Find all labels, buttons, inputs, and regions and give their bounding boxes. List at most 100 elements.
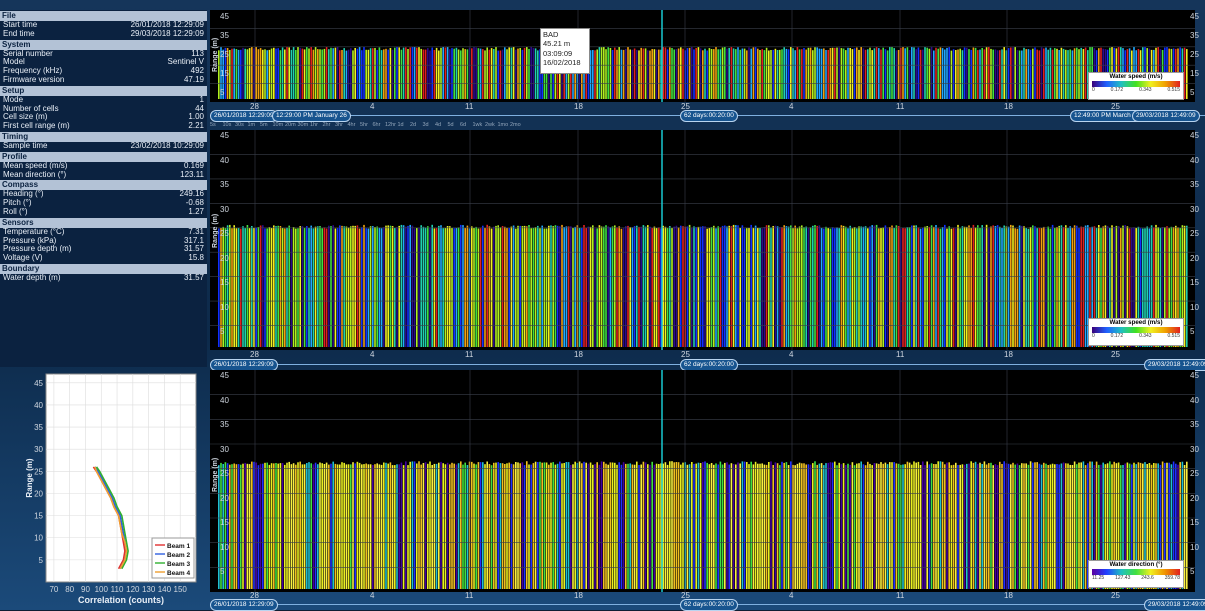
- overview-plot-area[interactable]: Range (m): [210, 10, 1195, 102]
- zoom-option[interactable]: 2d: [410, 122, 417, 128]
- profile-stripe: [1073, 225, 1076, 347]
- profile-stripe: [752, 47, 755, 99]
- zoom-presets[interactable]: 5s 10s 30s 1m 5m 10m 20m 30m 1hr 2hr 3hr 4hr 5hr 6hr 1…: [210, 122, 770, 131]
- zoom-option[interactable]: 4d: [435, 122, 442, 128]
- profile-stripe: [1014, 228, 1016, 347]
- profile-stripe: [748, 227, 750, 347]
- zoom-option[interactable]: 1hr: [310, 122, 318, 128]
- profile-stripe: [226, 463, 229, 589]
- profile-stripe: [1003, 461, 1005, 589]
- profile-stripe: [330, 47, 332, 99]
- info-value: 1.00: [188, 112, 204, 122]
- water-speed-chart[interactable]: Range (m): [210, 130, 1195, 350]
- zoom-option[interactable]: 20m: [285, 122, 296, 128]
- profile-stripe: [1139, 228, 1142, 347]
- profile-stripe: [944, 224, 946, 347]
- info-row: First cell range (m) 2.21: [0, 121, 207, 131]
- zoom-option[interactable]: 10s: [222, 122, 232, 128]
- profile-stripe: [836, 227, 838, 347]
- profile-stripe: [292, 463, 295, 589]
- profile-stripe: [1170, 464, 1173, 589]
- profile-stripe: [818, 225, 821, 347]
- selection-span[interactable]: 62 days:00:20:00: [680, 110, 738, 122]
- x-tick-label: 28: [250, 350, 259, 359]
- zoom-option[interactable]: 4hr: [347, 122, 356, 128]
- profile-stripe: [803, 463, 805, 589]
- profile-stripe: [636, 225, 638, 347]
- profile-stripe: [455, 47, 458, 99]
- profile-stripe: [622, 462, 625, 589]
- profile-stripe: [526, 46, 528, 99]
- profile-stripe: [1102, 226, 1104, 347]
- profile-stripe: [765, 47, 768, 99]
- profile-stripe: [1054, 228, 1056, 347]
- profile-stripe: [444, 47, 447, 99]
- zoom-option[interactable]: 1mo: [497, 122, 509, 128]
- zoom-option[interactable]: 3d: [422, 122, 429, 128]
- nav-start-date[interactable]: 26/01/2018 12:29:09: [210, 110, 278, 122]
- zoom-option[interactable]: 5d: [447, 122, 454, 128]
- profile-stripe: [561, 224, 563, 347]
- zoom-option[interactable]: 30m: [297, 122, 309, 128]
- selection-start-handle[interactable]: 12:29:00 PM January 26: [272, 110, 351, 122]
- profile-stripe: [477, 228, 480, 347]
- water-direction-chart[interactable]: Range (m): [210, 370, 1195, 592]
- profile-stripe: [464, 49, 466, 99]
- zoom-option[interactable]: 1wk: [472, 122, 483, 128]
- selection-span[interactable]: 62 days:00:20:00: [680, 599, 738, 611]
- profile-stripe: [310, 463, 312, 589]
- profile-stripe: [251, 46, 253, 99]
- profile-stripe: [1078, 49, 1080, 99]
- profile-stripe: [1164, 227, 1166, 347]
- timeline-navigator[interactable]: 26/01/2018 12:29:09 12:29:00 PM January …: [210, 110, 1205, 122]
- profile-stripe: [550, 462, 552, 589]
- timeline-navigator[interactable]: 26/01/2018 12:29:09 62 days:00:20:00 29/…: [210, 599, 1205, 611]
- nav-end-date[interactable]: 29/03/2018 12:49:09: [1132, 110, 1200, 122]
- profile-stripe: [306, 226, 308, 347]
- direction-plot-area[interactable]: Range (m): [210, 370, 1195, 592]
- profile-stripe: [785, 462, 788, 589]
- nav-start-date[interactable]: 26/01/2018 12:29:09: [210, 599, 278, 611]
- profile-stripe: [1054, 464, 1056, 589]
- profile-stripe: [1126, 462, 1129, 589]
- overview-speed-chart[interactable]: Range (m): [210, 10, 1195, 102]
- profile-stripe: [301, 48, 304, 99]
- profile-stripe: [508, 227, 510, 347]
- profile-stripe: [1084, 47, 1087, 99]
- zoom-option[interactable]: 2hr: [322, 122, 331, 128]
- zoom-option[interactable]: 5m: [260, 122, 268, 128]
- x-axis-title: Correlation (counts): [78, 595, 164, 605]
- profile-stripe: [671, 461, 673, 589]
- zoom-option[interactable]: 5s: [210, 122, 216, 128]
- profile-stripe: [1021, 225, 1023, 347]
- profile-stripe: [915, 462, 917, 589]
- profile-stripe: [702, 50, 704, 99]
- nav-end-date[interactable]: 29/03/2018 12:49:09: [1144, 599, 1205, 611]
- zoom-option[interactable]: 1m: [247, 122, 256, 128]
- zoom-option[interactable]: 6hr: [372, 122, 381, 128]
- profile-stripe: [1027, 464, 1030, 589]
- profile-stripe: [1032, 48, 1034, 99]
- zoom-option[interactable]: 6d: [460, 122, 467, 128]
- zoom-option[interactable]: 1d: [397, 122, 404, 128]
- profile-stripe: [776, 463, 779, 589]
- info-row: Pressure depth (m) 31.57: [0, 245, 207, 254]
- profile-stripe: [814, 47, 816, 99]
- profile-stripe: [451, 462, 453, 589]
- zoom-option[interactable]: 2mo: [510, 122, 521, 128]
- zoom-option[interactable]: 10m: [272, 122, 284, 128]
- zoom-option[interactable]: 3hr: [335, 122, 343, 128]
- zoom-option[interactable]: 30s: [235, 122, 244, 128]
- info-row: Pressure (kPa) 317.1: [0, 236, 207, 246]
- profile-stripe: [1117, 226, 1120, 347]
- y-tick-label: 25: [34, 467, 43, 476]
- profile-stripe: [1186, 225, 1188, 347]
- profile-stripe: [862, 226, 865, 347]
- zoom-option[interactable]: 5hr: [360, 122, 368, 128]
- timeline-navigator[interactable]: 26/01/2018 12:29:09 62 days:00:20:00 29/…: [210, 359, 1205, 371]
- zoom-option[interactable]: 2wk: [485, 122, 495, 128]
- zoom-option[interactable]: 12hr: [385, 122, 397, 128]
- profile-stripe: [497, 225, 499, 347]
- speed-plot-area[interactable]: Range (m): [210, 130, 1195, 350]
- profile-stripe: [519, 48, 521, 99]
